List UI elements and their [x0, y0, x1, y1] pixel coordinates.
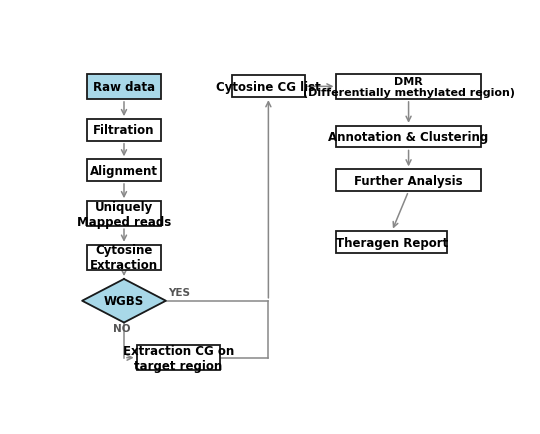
Text: WGBS: WGBS [104, 295, 144, 308]
FancyBboxPatch shape [87, 120, 160, 141]
FancyBboxPatch shape [336, 170, 481, 191]
Text: Extraction CG on
target region: Extraction CG on target region [123, 344, 234, 372]
Text: Annotation & Clustering: Annotation & Clustering [328, 131, 489, 144]
FancyBboxPatch shape [87, 160, 160, 181]
Text: NO: NO [113, 323, 131, 333]
Text: Further Analysis: Further Analysis [354, 174, 463, 187]
Text: Alignment: Alignment [90, 164, 158, 177]
FancyBboxPatch shape [87, 245, 160, 270]
Text: YES: YES [168, 287, 190, 297]
FancyBboxPatch shape [137, 345, 220, 370]
FancyBboxPatch shape [87, 202, 160, 227]
FancyBboxPatch shape [336, 75, 481, 100]
Text: Cytosine
Extraction: Cytosine Extraction [90, 243, 158, 272]
FancyBboxPatch shape [232, 76, 305, 98]
Text: Cytosine CG list: Cytosine CG list [216, 81, 321, 94]
FancyBboxPatch shape [87, 75, 160, 100]
FancyBboxPatch shape [336, 126, 481, 148]
Text: Raw data: Raw data [93, 81, 155, 94]
FancyBboxPatch shape [336, 232, 447, 253]
Text: Uniquely
Mapped reads: Uniquely Mapped reads [77, 200, 171, 228]
Text: Filtration: Filtration [93, 124, 155, 137]
Text: DMR
(Differentially methylated region): DMR (Differentially methylated region) [302, 76, 515, 98]
Polygon shape [82, 279, 166, 323]
Text: Theragen Report: Theragen Report [336, 236, 448, 249]
